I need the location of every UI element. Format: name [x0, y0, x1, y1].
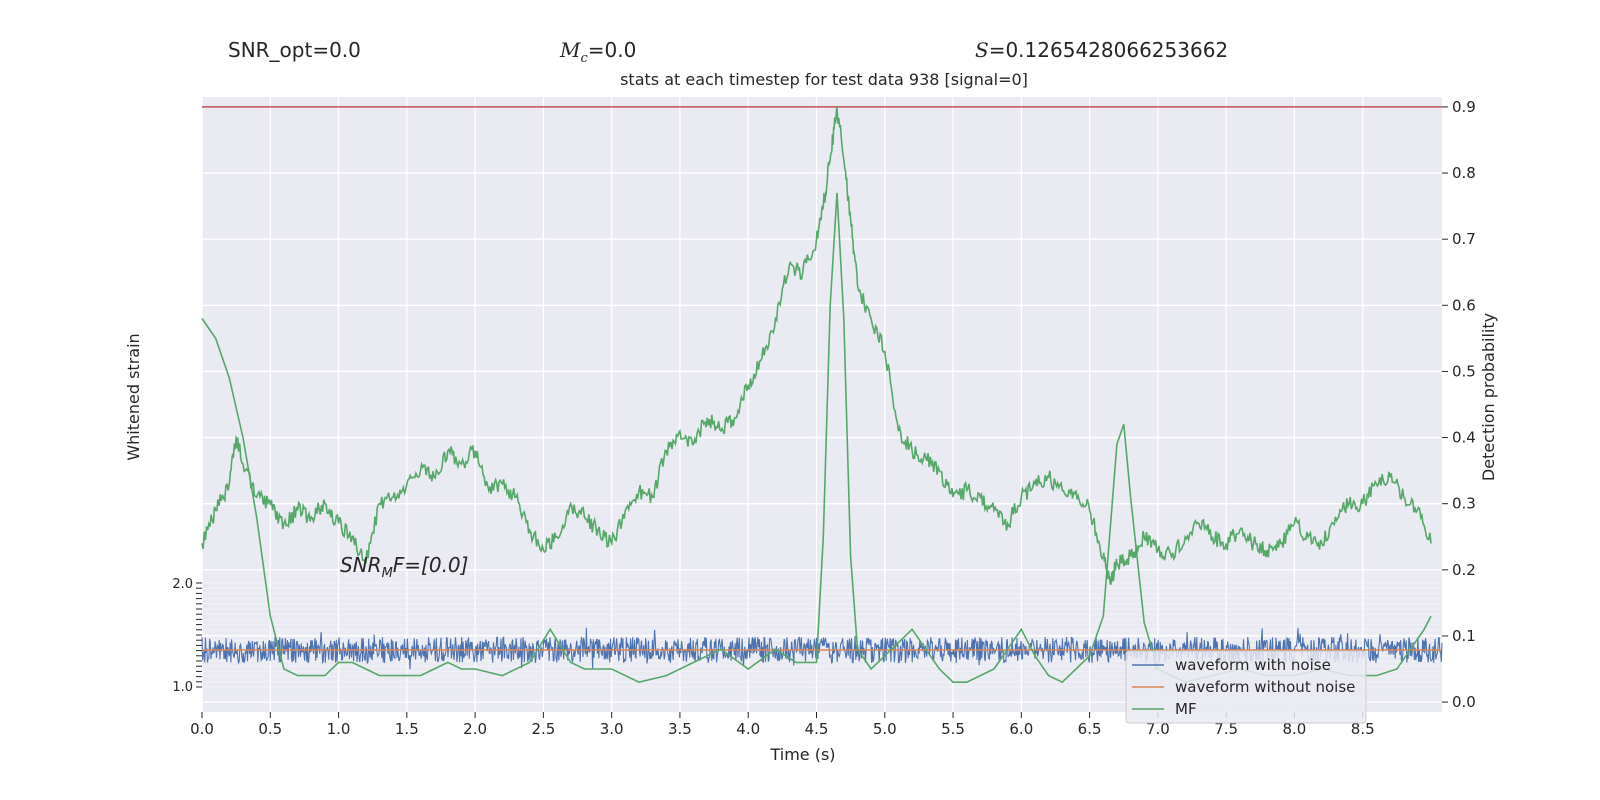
x-tick-label: 1.0 — [327, 720, 351, 738]
x-tick-label: 0.0 — [190, 720, 214, 738]
y-axis-left-label: Whitened strain — [124, 333, 143, 460]
y-tick-label: 0.6 — [1452, 296, 1476, 314]
x-tick-label: 4.5 — [805, 720, 829, 738]
strain-tick-top: 2.0 — [172, 577, 193, 592]
s-label: S=0.1265428066253662 — [975, 38, 1228, 62]
y-tick-label: 0.5 — [1452, 362, 1476, 380]
x-tick-label: 2.0 — [463, 720, 487, 738]
x-tick-label: 7.0 — [1146, 720, 1170, 738]
x-tick-label: 4.0 — [736, 720, 760, 738]
snr-mf-symbol: SNR — [340, 553, 382, 577]
x-tick-label: 8.5 — [1351, 720, 1375, 738]
chart-title: stats at each timestep for test data 938… — [620, 70, 1028, 89]
chirp-mass-subscript: c — [580, 51, 588, 66]
legend-label-clean: waveform without noise — [1175, 678, 1355, 696]
y-axis-right: 0.0 0.1 0.2 0.3 0.4 0.5 0.6 0.7 0.8 0.9 — [1442, 98, 1476, 711]
x-axis-label: Time (s) — [769, 745, 835, 764]
legend-box — [1125, 650, 1367, 724]
chirp-mass-value: =0.0 — [587, 38, 637, 62]
y-tick-label: 0.2 — [1452, 561, 1476, 579]
y-tick-label: 0.7 — [1452, 230, 1476, 248]
series-detection-probability — [201, 106, 1432, 586]
y-tick-label: 0.4 — [1452, 429, 1476, 447]
y-tick-label: 0.0 — [1452, 693, 1476, 711]
s-symbol: S — [975, 38, 989, 62]
chirp-mass-symbol: M — [560, 38, 581, 62]
x-tick-label: 0.5 — [258, 720, 282, 738]
x-tick-label: 1.5 — [395, 720, 419, 738]
x-tick-label: 8.0 — [1283, 720, 1307, 738]
snr-mf-subscript: M — [381, 566, 393, 581]
x-tick-label: 5.5 — [941, 720, 965, 738]
snr-opt-label: SNR_opt=0.0 — [228, 38, 361, 62]
x-tick-label: 3.5 — [668, 720, 692, 738]
x-tick-label: 3.0 — [600, 720, 624, 738]
y-tick-label: 0.1 — [1452, 627, 1476, 645]
s-value: =0.1265428066253662 — [988, 38, 1229, 62]
y-axis-left: 2.0 1.0 — [172, 577, 202, 695]
chirp-mass-label: Mc=0.0 — [560, 38, 636, 66]
x-tick-label: 2.5 — [531, 720, 555, 738]
x-tick-label: 7.5 — [1214, 720, 1238, 738]
legend-label-mf: MF — [1175, 700, 1197, 718]
y-tick-label: 0.8 — [1452, 164, 1476, 182]
legend: waveform with noise waveform without noi… — [1125, 650, 1367, 724]
x-tick-label: 5.0 — [873, 720, 897, 738]
snr-mf-label: SNRMF=[0.0] — [340, 553, 468, 581]
snr-mf-tail: F=[0.0] — [392, 553, 469, 577]
y-tick-label: 0.3 — [1452, 495, 1476, 513]
x-tick-label: 6.0 — [1009, 720, 1033, 738]
legend-label-noise: waveform with noise — [1175, 656, 1331, 674]
x-axis: 0.0 0.5 1.0 1.5 2.0 2.5 3.0 3.5 4.0 4.5 5.0 5.5 6.0 6… — [190, 712, 1375, 738]
x-tick-label: 6.5 — [1078, 720, 1102, 738]
y-tick-label: 0.9 — [1452, 98, 1476, 116]
strain-tick-bottom: 1.0 — [172, 680, 193, 695]
y-axis-right-label: Detection probability — [1479, 313, 1498, 481]
plot-background — [202, 97, 1442, 712]
